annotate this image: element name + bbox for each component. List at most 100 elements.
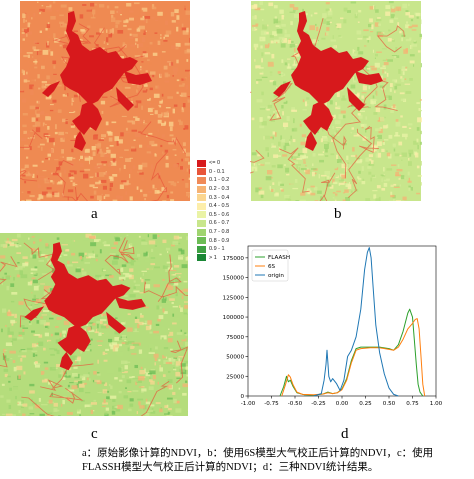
map-pixel [2, 264, 5, 269]
map-pixel [413, 40, 416, 43]
map-pixel [368, 86, 371, 90]
map-pixel [184, 317, 188, 319]
map-pixel [413, 140, 419, 145]
map-pixel [368, 154, 373, 158]
map-pixel [47, 36, 51, 38]
map-pixel [62, 94, 68, 97]
map-pixel [109, 182, 113, 187]
map-pixel [300, 199, 306, 201]
map-pixel [84, 404, 91, 408]
map-pixel [394, 85, 398, 90]
map-pixel [134, 132, 141, 137]
map-pixel [416, 165, 420, 169]
map-pixel [26, 33, 28, 37]
map-pixel [286, 85, 291, 89]
map-pixel [22, 98, 27, 103]
map-pixel [55, 339, 61, 344]
map-pixel [26, 5, 32, 11]
map-pixel [401, 159, 403, 161]
map-pixel [101, 405, 106, 407]
map-pixel [161, 14, 167, 17]
map-pixel [181, 264, 188, 269]
map-pixel [91, 146, 96, 151]
map-pixel [13, 276, 16, 281]
map-pixel [139, 293, 146, 296]
map-pixel [370, 177, 372, 182]
map-pixel [278, 36, 285, 40]
map-pixel [141, 61, 144, 63]
map-pixel [420, 63, 422, 68]
map-pixel [125, 191, 128, 195]
map-pixel [388, 134, 393, 139]
map-pixel [28, 406, 33, 410]
map-pixel [102, 185, 107, 190]
map-pixel [378, 23, 381, 26]
map-pixel [293, 155, 299, 159]
map-pixel [408, 26, 413, 29]
map-pixel [29, 84, 34, 90]
map-pixel [365, 116, 368, 120]
map-pixel [73, 366, 78, 369]
map-pixel [145, 70, 148, 72]
map-pixel [284, 34, 291, 38]
map-pixel [128, 408, 132, 412]
map-pixel [71, 157, 76, 160]
map-pixel [153, 284, 160, 288]
map-pixel [23, 55, 29, 58]
map-pixel [162, 239, 167, 244]
map-pixel [322, 151, 324, 153]
map-pixel [335, 193, 338, 197]
map-pixel [49, 4, 52, 8]
map-pixel [178, 256, 184, 258]
map-pixel [256, 81, 259, 84]
map-pixel [145, 82, 148, 85]
river-channel [140, 380, 170, 416]
map-pixel [18, 374, 21, 379]
map-pixel [99, 200, 102, 201]
map-pixel [160, 271, 162, 275]
map-pixel [316, 26, 320, 32]
map-pixel [278, 141, 281, 146]
map-pixel [78, 252, 84, 258]
map-pixel [393, 148, 396, 152]
map-pixel [407, 180, 412, 183]
map-pixel [41, 146, 43, 151]
map-pixel [111, 17, 116, 22]
map-pixel [79, 375, 84, 379]
map-pixel [140, 189, 143, 193]
map-pixel [305, 191, 308, 197]
map-pixel [317, 190, 322, 194]
map-pixel [186, 136, 189, 139]
map-pixel [181, 179, 185, 181]
map-pixel [106, 324, 109, 329]
map-pixel [395, 13, 402, 18]
map-pixel [271, 143, 274, 147]
map-pixel [150, 380, 155, 385]
map-pixel [56, 80, 59, 83]
reservoir-arm [273, 71, 383, 151]
map-pixel [67, 135, 72, 141]
river-channel [250, 149, 265, 174]
map-pixel [280, 188, 283, 190]
map-pixel [84, 133, 88, 135]
map-pixel [121, 322, 125, 325]
map-pixel [386, 124, 389, 129]
map-pixel [374, 22, 379, 27]
map-pixel [178, 387, 181, 390]
map-pixel [168, 181, 175, 184]
x-tick-label: 0.25 [359, 401, 372, 407]
map-pixel [45, 136, 47, 140]
map-pixel [383, 104, 387, 110]
map-pixel [6, 311, 12, 316]
map-pixel [154, 336, 160, 340]
legend-swatch [197, 219, 206, 227]
map-pixel [65, 119, 68, 125]
map-pixel [269, 35, 274, 38]
map-pixel [65, 239, 72, 243]
map-pixel [28, 175, 34, 180]
map-pixel [358, 10, 362, 13]
map-pixel [409, 200, 413, 201]
map-pixel [37, 285, 40, 287]
map-pixel [156, 200, 159, 201]
map-pixel [333, 114, 336, 119]
